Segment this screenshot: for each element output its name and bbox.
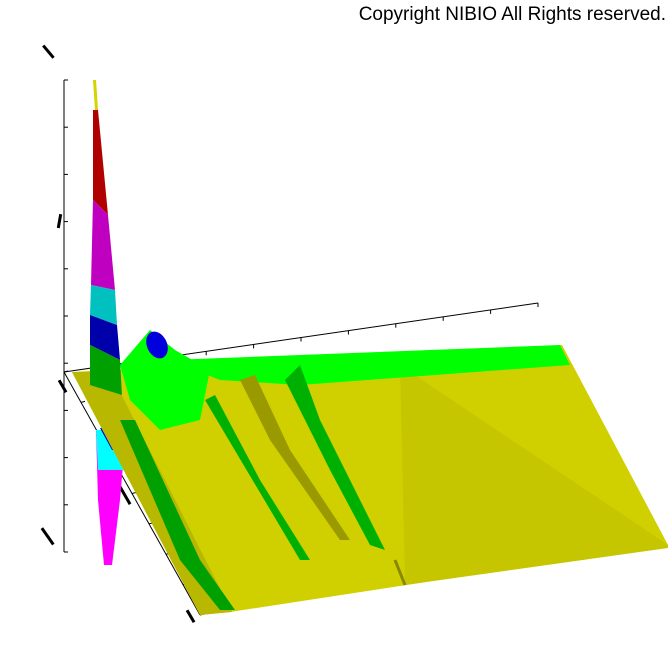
peak-band-green [90,345,122,395]
green-ridge-front [120,420,235,610]
z-axis-min-label-mark [40,527,55,546]
y-axis-tick [131,492,137,494]
ridge-2 [240,375,350,540]
surface-plane-shade [400,365,668,585]
green-peak [120,330,210,430]
peak-top-yellow [93,80,98,110]
peak-band-magenta [91,200,115,290]
y-axis-max-label-mark [185,609,196,624]
peak-band-red [93,110,108,215]
y-axis-tick [80,400,86,403]
copyright-text: Copyright NIBIO All Rights reserved. [358,4,666,25]
ridge-line [393,559,407,586]
green-back-band [170,345,570,385]
green-ridge-3 [205,395,310,560]
blue-peak-cap [146,331,168,359]
green-ridge-1 [285,365,385,550]
z-axis-title-mark [56,213,63,229]
y-axis-label-mark [57,379,68,394]
z-axis-label-mark [42,44,55,59]
peak-band-cyan [90,285,117,325]
y-axis-tick [63,370,69,373]
